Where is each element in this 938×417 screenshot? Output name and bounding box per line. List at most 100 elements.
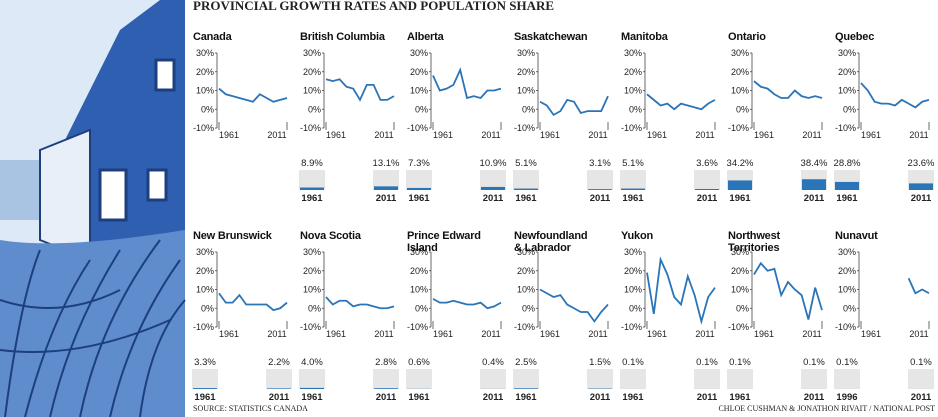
x-tick-label: 1961 xyxy=(861,329,881,339)
y-tick-label: 20% xyxy=(731,266,749,276)
x-tick-label: 2011 xyxy=(588,130,607,140)
y-tick-label: -10% xyxy=(728,123,749,133)
growth-line xyxy=(753,261,823,320)
y-tick-label: 10% xyxy=(838,285,856,295)
y-tick-label: 10% xyxy=(731,86,749,96)
share-category: 1961 xyxy=(729,392,751,403)
share-category: 2011 xyxy=(911,193,932,204)
share-box xyxy=(513,369,539,389)
illustration xyxy=(0,0,186,417)
share-box xyxy=(373,170,399,190)
x-tick-label: 2011 xyxy=(267,329,286,339)
share-label: 0.1% xyxy=(622,357,644,368)
share-box xyxy=(299,170,325,190)
share-label: 1.5% xyxy=(589,357,611,368)
share-category: 1961 xyxy=(622,392,644,403)
share-category: 1996 xyxy=(836,392,857,403)
x-tick-label: 1961 xyxy=(219,329,239,339)
panel-title: Canada xyxy=(193,31,232,43)
share-box xyxy=(513,170,539,190)
share-category: 2011 xyxy=(269,392,290,403)
share-label: 0.4% xyxy=(482,357,504,368)
share-category: 2011 xyxy=(376,392,397,403)
y-tick-label: 0% xyxy=(415,303,428,313)
share-label: 34.2% xyxy=(727,158,754,169)
share-label: 0.1% xyxy=(910,357,932,368)
share-box xyxy=(373,369,399,389)
share-label: 2.8% xyxy=(375,357,397,368)
share-bar xyxy=(267,388,291,389)
share-label: 28.8% xyxy=(834,158,861,169)
y-tick-label: 20% xyxy=(303,67,321,77)
share-bar xyxy=(695,188,719,190)
y-tick-label: 30% xyxy=(838,247,856,257)
credit: CHLOE CUSHMAN & JONATHON RIVAIT / NATION… xyxy=(718,404,935,413)
share-box xyxy=(587,369,613,389)
panel-title: British Columbia xyxy=(300,31,385,43)
share-bar xyxy=(374,388,398,389)
share-category: 2011 xyxy=(804,392,825,403)
share-box xyxy=(480,369,506,389)
share-label: 5.1% xyxy=(622,158,644,169)
share-bar xyxy=(481,186,505,190)
share-box xyxy=(620,170,646,190)
share-bar xyxy=(909,183,933,190)
y-tick-label: 0% xyxy=(629,303,642,313)
share-label: 3.3% xyxy=(194,357,216,368)
y-tick-label: 10% xyxy=(731,285,749,295)
panel-title: Prince Edward Island xyxy=(407,230,481,254)
share-label: 7.3% xyxy=(408,158,430,169)
y-tick-label: -10% xyxy=(835,123,856,133)
panel-title: Northwest Territories xyxy=(728,230,780,254)
share-category: 2011 xyxy=(697,193,718,204)
x-tick-label: 1961 xyxy=(647,329,667,339)
growth-line xyxy=(646,93,716,111)
y-tick-label: 20% xyxy=(410,266,428,276)
share-box xyxy=(480,170,506,190)
y-tick-label: 10% xyxy=(196,86,214,96)
x-tick-label: 1961 xyxy=(433,130,453,140)
panel-title: Nova Scotia xyxy=(300,230,361,242)
x-tick-label: 2011 xyxy=(481,130,500,140)
share-box xyxy=(620,369,646,389)
share-bar xyxy=(802,179,826,190)
share-box xyxy=(587,170,613,190)
y-tick-label: 0% xyxy=(415,104,428,114)
y-tick-label: -10% xyxy=(407,123,428,133)
share-category: 2011 xyxy=(483,392,504,403)
x-tick-label: 1961 xyxy=(326,329,346,339)
share-box xyxy=(694,170,720,190)
y-tick-label: 10% xyxy=(196,285,214,295)
y-tick-label: 30% xyxy=(731,48,749,58)
share-category: 1961 xyxy=(729,193,751,204)
y-tick-label: -10% xyxy=(835,322,856,332)
x-tick-label: 2011 xyxy=(802,130,821,140)
share-category: 2011 xyxy=(911,392,932,403)
share-category: 2011 xyxy=(804,193,825,204)
x-tick-label: 1961 xyxy=(647,130,667,140)
share-box xyxy=(908,369,934,389)
share-label: 4.0% xyxy=(301,357,323,368)
growth-line xyxy=(432,67,502,100)
y-tick-label: 0% xyxy=(736,303,749,313)
x-tick-label: 1961 xyxy=(219,130,239,140)
x-tick-label: 2011 xyxy=(909,130,928,140)
y-tick-label: 10% xyxy=(624,285,642,295)
share-category: 2011 xyxy=(483,193,504,204)
x-tick-label: 1961 xyxy=(540,329,560,339)
y-tick-label: 10% xyxy=(838,86,856,96)
share-label: 3.6% xyxy=(696,158,718,169)
x-tick-label: 2011 xyxy=(374,329,393,339)
share-category: 1961 xyxy=(622,193,644,204)
y-tick-label: 30% xyxy=(517,247,535,257)
panel-title: Saskatchewan xyxy=(514,31,588,43)
share-bar xyxy=(835,181,859,190)
x-tick-label: 2011 xyxy=(695,130,714,140)
share-label: 8.9% xyxy=(301,158,323,169)
share-label: 38.4% xyxy=(801,158,828,169)
y-tick-label: 0% xyxy=(522,104,535,114)
share-label: 0.1% xyxy=(696,357,718,368)
growth-line xyxy=(860,82,930,109)
share-category: 1961 xyxy=(836,193,858,204)
